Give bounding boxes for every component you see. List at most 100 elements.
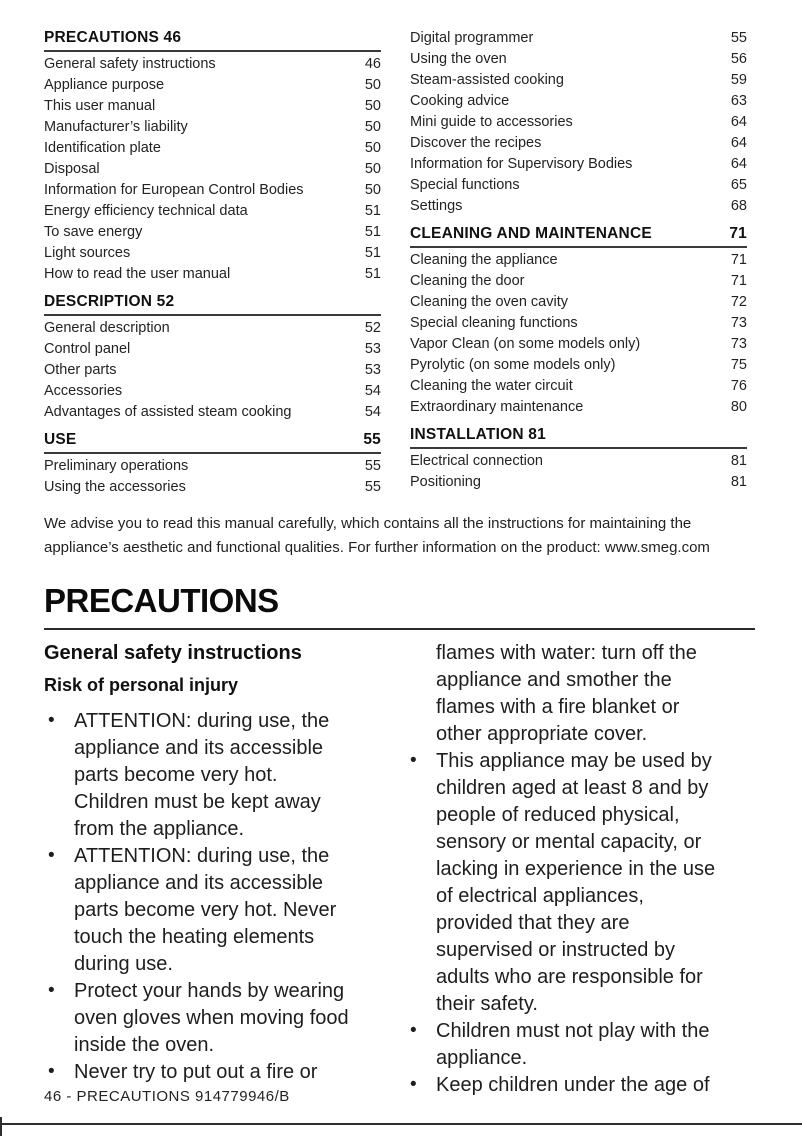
toc-entry-label: Special cleaning functions <box>410 315 578 331</box>
bullet-icon: • <box>48 710 55 731</box>
toc-entry: Preliminary operations 55 <box>44 456 381 477</box>
toc-entry-page: 50 <box>364 98 381 114</box>
toc-section-title: DESCRIPTION 52 <box>44 293 175 310</box>
toc-entry-label: Cooking advice <box>410 93 510 109</box>
manual-page: PRECAUTIONS 46 General safety instruction… <box>44 28 770 1099</box>
toc-entry-page: 63 <box>730 93 747 109</box>
subsection-heading: Risk of personal injury <box>44 675 239 695</box>
toc-entry-page: 51 <box>364 266 381 282</box>
toc-entry-page: 65 <box>730 177 747 193</box>
toc-entry: How to read the user manual 51 <box>44 264 381 285</box>
toc-section: Digital programmer 55 Using the oven 56 Stea… <box>410 28 747 217</box>
toc-section-header: PRECAUTIONS 46 <box>44 28 381 52</box>
toc-section-title: INSTALLATION 81 <box>410 426 546 443</box>
toc-entry: Discover the recipes 64 <box>410 133 747 154</box>
toc-entry-page: 53 <box>364 341 381 357</box>
toc-entry: Disposal 50 <box>44 159 381 180</box>
toc-entry-label: Appliance purpose <box>44 77 165 93</box>
toc-entry: Settings 68 <box>410 196 747 217</box>
toc-entry: Special functions 65 <box>410 175 747 196</box>
toc-section: DESCRIPTION 52 General description 52 Contr… <box>44 292 381 423</box>
toc-entry-label: Extraordinary maintenance <box>410 399 584 415</box>
list-item: • ATTENTION: during use, the appliance an… <box>44 708 390 843</box>
toc-entry-page: 50 <box>364 161 381 177</box>
toc-section: CLEANING AND MAINTENANCE 71 Cleaning the a… <box>410 224 747 418</box>
toc-entry-label: How to read the user manual <box>44 266 231 282</box>
toc-entry-page: 51 <box>364 245 381 261</box>
toc-entry-label: Light sources <box>44 245 131 261</box>
toc-entry-label: Cleaning the oven cavity <box>410 294 568 310</box>
list-item: • This appliance may be used by children … <box>406 748 770 1018</box>
toc-entry-page: 71 <box>730 273 747 289</box>
toc-entry-page: 53 <box>364 362 381 378</box>
toc-section-header: USE 55 <box>44 430 381 454</box>
toc-entry-page: 64 <box>730 156 747 172</box>
body-column-right: flames with water: turn off the applianc… <box>406 640 770 1099</box>
toc-entry-label: Cleaning the water circuit <box>410 378 573 394</box>
toc-entry-page: 81 <box>730 474 747 490</box>
body-column-left: General safety instructions Risk of pers… <box>44 640 390 1099</box>
toc-entry-label: Cleaning the appliance <box>410 252 558 268</box>
toc-entry-label: Discover the recipes <box>410 135 542 151</box>
toc-entry: Control panel 53 <box>44 339 381 360</box>
toc-section-title: CLEANING AND MAINTENANCE <box>410 225 652 242</box>
toc-entry-page: 56 <box>730 51 747 67</box>
advisory-text: We advise you to read this manual carefu… <box>44 515 710 556</box>
list-item-text: Never try to put out a fire or <box>74 1061 318 1083</box>
toc-entry-page: 46 <box>364 56 381 72</box>
toc-entry-label: Digital programmer <box>410 30 534 46</box>
toc-entry-page: 55 <box>730 30 747 46</box>
table-of-contents: PRECAUTIONS 46 General safety instruction… <box>44 28 755 498</box>
toc-section-page: 55 <box>363 431 381 448</box>
toc-entry-label: Positioning <box>410 474 481 490</box>
toc-entry-label: Information for Supervisory Bodies <box>410 156 633 172</box>
toc-entry-page: 51 <box>364 203 381 219</box>
toc-entry-label: Control panel <box>44 341 131 357</box>
list-item: • Protect your hands by wearing oven glov… <box>44 978 390 1059</box>
bullet-icon: • <box>48 1061 55 1082</box>
toc-entry-label: Steam-assisted cooking <box>410 72 564 88</box>
bullet-icon: • <box>410 1074 417 1095</box>
toc-entry-page: 50 <box>364 182 381 198</box>
list-item-text: ATTENTION: during use, the appliance and… <box>74 710 330 840</box>
toc-entry: Electrical connection 81 <box>410 451 747 472</box>
toc-entry: Information for European Control Bodies 5… <box>44 180 381 201</box>
toc-entry: Cleaning the water circuit 76 <box>410 376 747 397</box>
toc-entry-label: Information for European Control Bodies <box>44 182 304 198</box>
list-item-text: flames with water: turn off the applianc… <box>436 642 697 745</box>
toc-section: USE 55 Preliminary operations 55 Using the a… <box>44 430 381 498</box>
toc-entry: This user manual 50 <box>44 96 381 117</box>
scan-edge-artifact <box>0 1117 2 1136</box>
toc-entry-page: 71 <box>730 252 747 268</box>
toc-entry-page: 72 <box>730 294 747 310</box>
toc-entry-label: Pyrolytic (on some models only) <box>410 357 616 373</box>
bullet-icon: • <box>410 1020 417 1041</box>
toc-entry: Cooking advice 63 <box>410 91 747 112</box>
toc-entry: Light sources 51 <box>44 243 381 264</box>
toc-entry-label: Using the accessories <box>44 479 186 495</box>
toc-entry: Accessories 54 <box>44 381 381 402</box>
toc-entry-page: 76 <box>730 378 747 394</box>
toc-entry-label: Accessories <box>44 383 123 399</box>
toc-section-header: DESCRIPTION 52 <box>44 292 381 316</box>
toc-entry-page: 52 <box>364 320 381 336</box>
toc-section-page: 71 <box>729 225 747 242</box>
toc-entry: Steam-assisted cooking 59 <box>410 70 747 91</box>
page-bottom-rule <box>0 1123 802 1125</box>
bullet-icon: • <box>410 750 417 771</box>
toc-entry-label: Electrical connection <box>410 453 543 469</box>
toc-entry-page: 68 <box>730 198 747 214</box>
list-item-text: This appliance may be used by children a… <box>436 750 716 1015</box>
toc-entry-label: Using the oven <box>410 51 507 67</box>
toc-section: INSTALLATION 81 Electrical connection 81 Po… <box>410 425 747 493</box>
toc-entry: Pyrolytic (on some models only) 75 <box>410 355 747 376</box>
toc-entry: Positioning 81 <box>410 472 747 493</box>
toc-entry-label: Special functions <box>410 177 520 193</box>
footer-text: 46 - PRECAUTIONS 914779946/B <box>44 1088 290 1105</box>
toc-entry-page: 50 <box>364 140 381 156</box>
toc-entry-page: 55 <box>364 458 381 474</box>
list-item: flames with water: turn off the applianc… <box>406 640 770 748</box>
toc-entry: Mini guide to accessories 64 <box>410 112 747 133</box>
toc-entry-label: Other parts <box>44 362 117 378</box>
toc-entry-page: 55 <box>364 479 381 495</box>
